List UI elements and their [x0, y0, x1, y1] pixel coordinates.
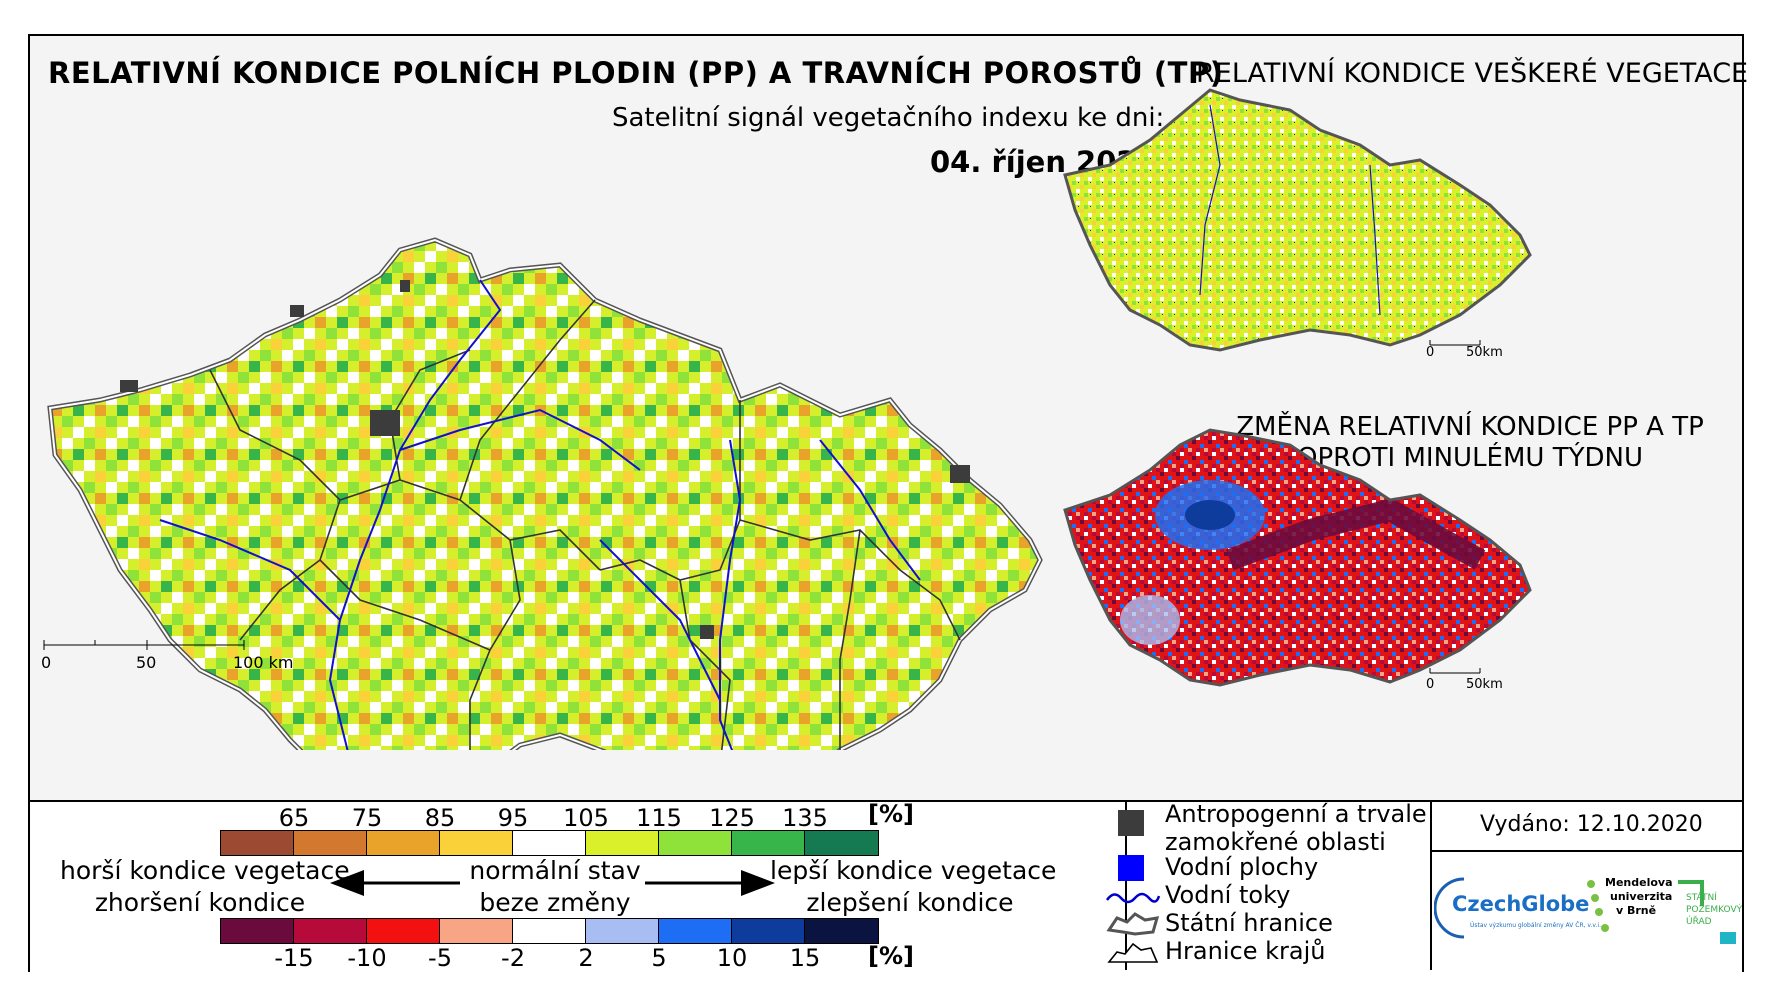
- chg-swatch-1: [294, 919, 367, 943]
- mendel-line-3: v Brně: [1616, 904, 1657, 917]
- rivers-label: Vodní toky: [1165, 881, 1291, 909]
- cond-tick-65: 65: [278, 804, 310, 832]
- chg-swatch-0: [221, 919, 294, 943]
- river-line-icon: [1105, 892, 1161, 904]
- chg-swatch-6: [659, 919, 732, 943]
- small-bottom-scale-50: 50km: [1466, 677, 1503, 692]
- better-condition-label: lepší kondice vegetace: [770, 856, 1057, 885]
- cond-tick-75: 75: [351, 804, 383, 832]
- small-bottom-scale-0: 0: [1426, 677, 1435, 692]
- cond-swatch-5: [586, 831, 659, 855]
- chg-swatch-5: [586, 919, 659, 943]
- mendel-line-2: univerzita: [1610, 890, 1673, 903]
- chg-tick-5: 5: [651, 944, 667, 972]
- scale-100: 100 km: [233, 653, 294, 672]
- improvement-label: zlepšení kondice: [806, 888, 1014, 917]
- cond-swatch-1: [294, 831, 367, 855]
- cond-tick-115: 115: [636, 804, 682, 832]
- cond-swatch-2: [367, 831, 440, 855]
- water-body-swatch: [1118, 855, 1144, 881]
- czechglobe-logo-arc: [1434, 877, 1465, 939]
- main-title: RELATIVNÍ KONDICE POLNÍCH PLODIN (PP) A …: [48, 56, 1224, 90]
- mendel-line-1: Mendelova: [1605, 876, 1673, 889]
- no-change-label: beze změny: [479, 888, 631, 917]
- small-top-scale-50: 50km: [1466, 345, 1503, 360]
- spu-logo-mark: [1678, 880, 1704, 906]
- cond-swatch-8: [805, 831, 878, 855]
- mendel-logo-dots: [1587, 880, 1609, 932]
- legend-divider-3: [1430, 850, 1744, 852]
- scale-50: 50: [136, 653, 157, 672]
- main-scalebar: [43, 640, 245, 650]
- chg-tick-m10: -10: [347, 944, 387, 972]
- chg-tick-2: 2: [578, 944, 594, 972]
- spu-line-2: POZEMKOVÝ: [1686, 905, 1743, 915]
- cond-tick-135: 135: [782, 804, 828, 832]
- cond-tick-125: 125: [709, 804, 755, 832]
- spu-logo-block: [1720, 932, 1736, 944]
- cond-swatch-7: [732, 831, 805, 855]
- small-scalebar-top: [1429, 340, 1481, 346]
- anthropogenic-label-1: Antropogenní a trvale: [1165, 800, 1427, 828]
- anthropogenic-label-2: zamokřené oblasti: [1165, 828, 1386, 856]
- state-border-icon: [1106, 912, 1160, 936]
- chg-swatch-7: [732, 919, 805, 943]
- state-border-label: Státní hranice: [1165, 909, 1333, 937]
- small-scalebar-bottom: [1429, 668, 1481, 674]
- change-color-ramp: [220, 918, 879, 944]
- chg-swatch-3: [440, 919, 513, 943]
- chg-tick-15: 15: [789, 944, 821, 972]
- region-border-icon: [1107, 942, 1159, 963]
- main-condition-map: [43, 237, 1043, 750]
- spu-line-1: STÁTNÍ: [1686, 893, 1717, 903]
- chg-swatch-2: [367, 919, 440, 943]
- subtitle: Satelitní signál vegetačního indexu ke d…: [612, 103, 1165, 133]
- cond-swatch-0: [221, 831, 294, 855]
- chg-swatch-4: [513, 919, 586, 943]
- spu-line-3: ÚŘAD: [1686, 917, 1712, 927]
- change-title-line1: ZMĚNA RELATIVNÍ KONDICE PP A TP: [1236, 412, 1704, 442]
- worse-condition-label: horší kondice vegetace: [60, 856, 350, 885]
- chg-tick-m2: -2: [501, 944, 525, 972]
- left-arrow-icon: [330, 870, 460, 896]
- condition-color-ramp: [220, 830, 879, 856]
- chg-tick-10: 10: [716, 944, 748, 972]
- worsening-label: zhoršení kondice: [94, 888, 306, 917]
- chg-tick-m5: -5: [428, 944, 452, 972]
- right-arrow-icon: [645, 870, 775, 896]
- vegetation-map-title: RELATIVNÍ KONDICE VEŠKERÉ VEGETACE: [1196, 58, 1749, 89]
- czechglobe-logo: CzechGlobe: [1452, 892, 1590, 916]
- issued-date: Vydáno: 12.10.2020: [1480, 812, 1703, 837]
- czechglobe-subtitle: Ústav výzkumu globální změny AV ČR, v.v.…: [1470, 922, 1601, 929]
- small-top-scale-0: 0: [1426, 345, 1435, 360]
- legend-divider-1: [1125, 800, 1127, 970]
- water-bodies-label: Vodní plochy: [1165, 853, 1319, 881]
- chg-tick-m15: -15: [274, 944, 314, 972]
- cond-swatch-6: [659, 831, 732, 855]
- cond-tick-95: 95: [497, 804, 529, 832]
- legend-divider-2: [1430, 800, 1432, 970]
- cond-swatch-4: [513, 831, 586, 855]
- cond-swatch-3: [440, 831, 513, 855]
- cond-unit: [%]: [868, 800, 914, 828]
- chg-swatch-8: [805, 919, 878, 943]
- cond-tick-85: 85: [424, 804, 456, 832]
- scale-0: 0: [41, 653, 52, 672]
- cond-tick-105: 105: [563, 804, 609, 832]
- anthropogenic-swatch: [1118, 810, 1144, 836]
- vegetation-condition-map: [1063, 88, 1532, 352]
- change-map-title: ZMĚNA RELATIVNÍ KONDICE PP A TP OPROTI M…: [1200, 412, 1740, 474]
- change-title-line2: OPROTI MINULÉMU TÝDNU: [1297, 443, 1643, 473]
- chg-unit: [%]: [868, 942, 914, 970]
- normal-state-label: normální stav: [469, 856, 641, 885]
- region-border-label: Hranice krajů: [1165, 937, 1326, 965]
- change-condition-map: [1063, 428, 1532, 687]
